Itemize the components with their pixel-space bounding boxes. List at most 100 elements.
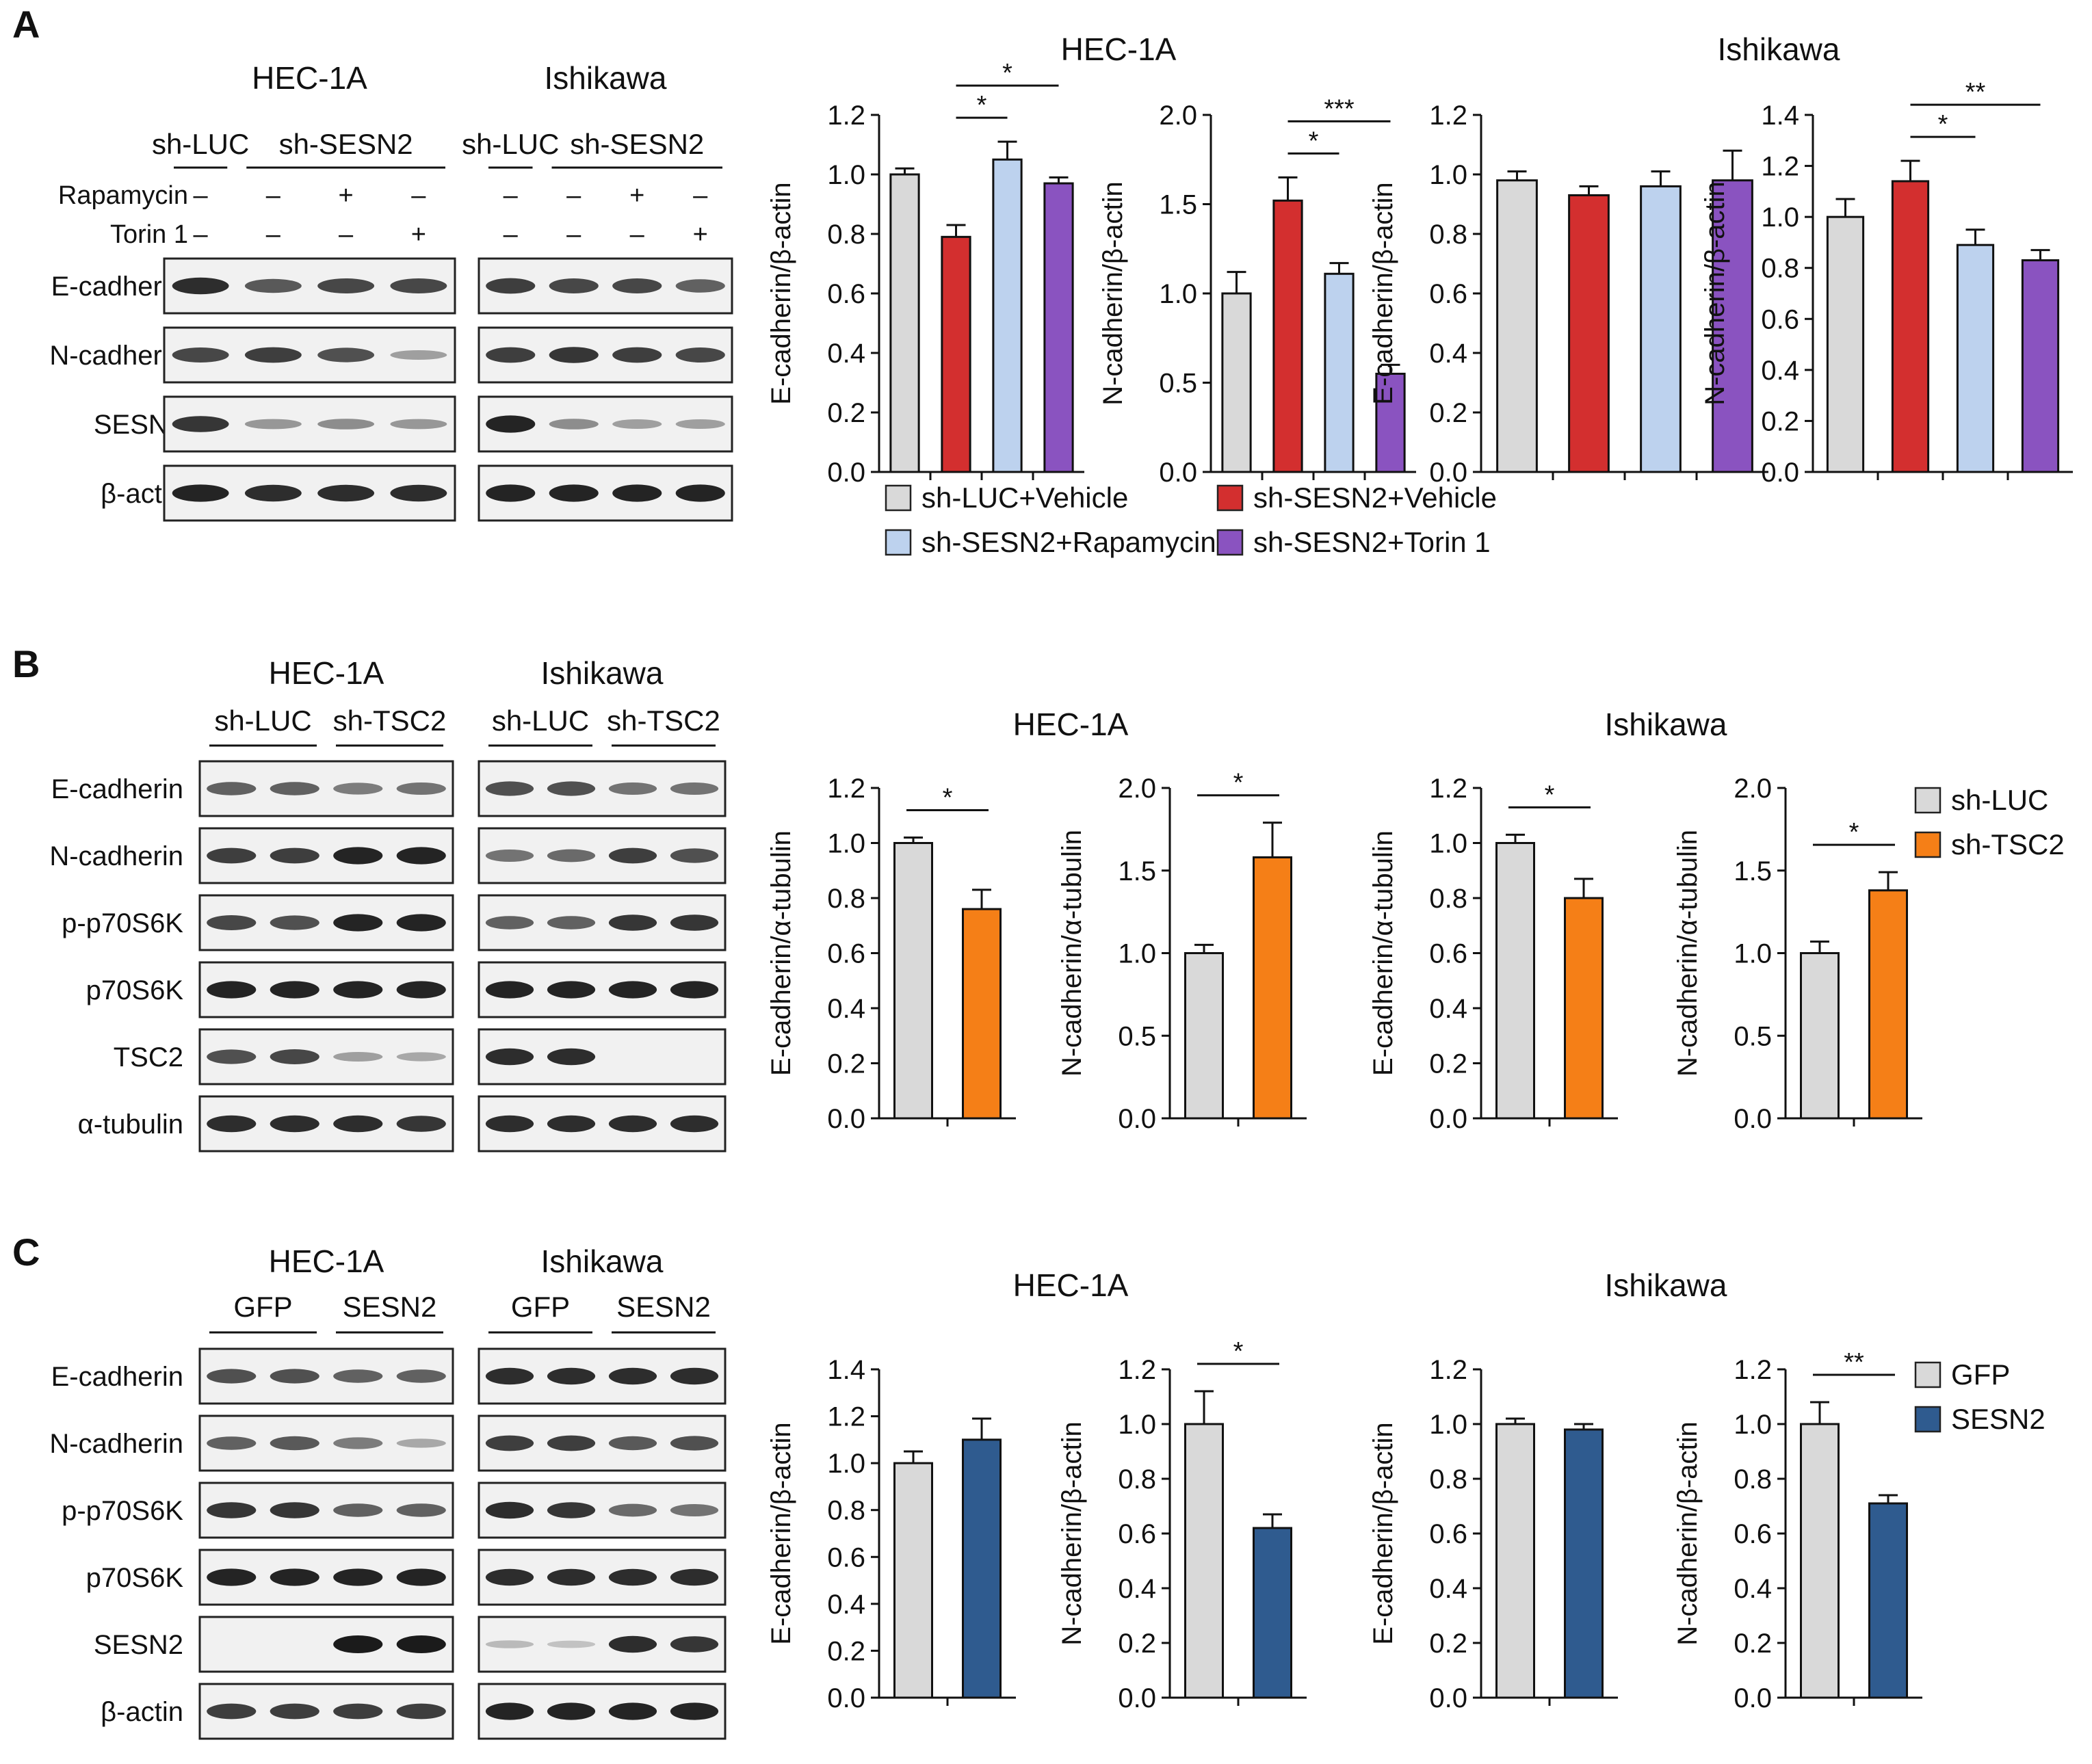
- bar: [1564, 1428, 1604, 1699]
- bar: [1496, 179, 1538, 473]
- bar: [1800, 952, 1840, 1120]
- bar-chart: 0.0 0.2 0.4 0.6 0.8 1.0 1.2 E-cadherin/α-tubuli…: [766, 774, 1016, 1134]
- western-band: [333, 1115, 383, 1133]
- western-band: [486, 484, 536, 502]
- western-band: [396, 1369, 446, 1383]
- bar: [1568, 194, 1610, 473]
- y-tick-label: 0.0: [1429, 1104, 1467, 1134]
- western-band: [547, 916, 596, 930]
- treatment-label: Torin 1: [110, 220, 188, 249]
- blot-group-label: sh-LUC: [214, 705, 311, 737]
- western-band: [270, 1703, 319, 1720]
- y-axis-label: N-cadherin/β-actin: [1057, 1421, 1087, 1646]
- western-band: [547, 1435, 596, 1451]
- y-tick-label: 1.5: [1118, 856, 1156, 886]
- western-band: [485, 1048, 534, 1066]
- significance-label: *: [1849, 818, 1859, 847]
- western-band: [333, 1369, 383, 1383]
- blot-row-label: N-cadherin: [49, 341, 183, 371]
- bar: [1184, 1423, 1224, 1699]
- western-band: [390, 350, 447, 360]
- treatment-mark: –: [504, 181, 519, 210]
- western-band: [608, 1436, 657, 1451]
- treatment-mark: –: [266, 181, 281, 210]
- bar-chart: 0.0 0.2 0.4 0.6 0.8 1.0 1.2 E-cadherin/β-actin *…: [766, 59, 1084, 488]
- y-tick-label: 0.0: [1429, 458, 1467, 488]
- treatment-mark: +: [339, 181, 354, 210]
- treatment-mark: –: [411, 181, 426, 210]
- y-tick-label: 1.0: [1429, 829, 1467, 859]
- y-tick-label: 1.0: [827, 829, 865, 859]
- western-band: [207, 782, 257, 795]
- treatment-mark: –: [504, 220, 519, 249]
- western-band: [670, 848, 719, 863]
- chart-title: HEC-1A: [1061, 31, 1177, 67]
- y-tick-label: 1.2: [827, 101, 865, 131]
- y-tick-label: 0.0: [1118, 1683, 1156, 1713]
- significance-label: *: [1233, 769, 1244, 798]
- legend-swatch: [1914, 1361, 1941, 1388]
- western-band: [333, 1635, 383, 1653]
- bar: [1712, 179, 1753, 473]
- western-band: [396, 1052, 446, 1062]
- y-tick-label: 0.2: [1734, 1629, 1772, 1659]
- western-band: [270, 981, 319, 999]
- western-band: [172, 484, 229, 502]
- y-tick-label: 1.2: [827, 774, 865, 804]
- bar: [1826, 215, 1865, 473]
- y-tick-label: 1.4: [827, 1355, 865, 1385]
- western-band: [207, 1369, 257, 1384]
- y-tick-label: 0.8: [1429, 884, 1467, 914]
- bar-chart: 0.0 0.5 1.0 1.5 2.0 N-cadherin/α-tubulin *: [1673, 774, 1922, 1134]
- western-band: [670, 1568, 719, 1586]
- y-tick-label: 0.8: [1118, 1464, 1156, 1495]
- western-band: [390, 278, 447, 293]
- western-band: [485, 1702, 534, 1720]
- western-band: [485, 981, 534, 999]
- bar: [1221, 292, 1252, 473]
- significance-label: **: [1965, 78, 1986, 107]
- bar: [962, 1438, 1002, 1699]
- y-tick-label: 0.8: [1761, 254, 1799, 284]
- western-band: [549, 484, 599, 502]
- y-tick-label: 1.0: [827, 160, 865, 190]
- y-tick-label: 0.5: [1159, 369, 1197, 399]
- western-band: [608, 782, 657, 795]
- bar: [893, 842, 933, 1120]
- chart-title: Ishikawa: [1605, 1267, 1727, 1303]
- y-tick-label: 1.2: [1761, 152, 1799, 182]
- western-band: [207, 1049, 257, 1064]
- blot-row-label: E-cadherin: [51, 774, 183, 804]
- western-band: [608, 1115, 657, 1133]
- blot-row-label: N-cadherin: [49, 1429, 183, 1459]
- y-tick-label: 0.2: [1118, 1629, 1156, 1659]
- blot-group-label: sh-SESN2: [279, 128, 413, 160]
- western-band: [390, 484, 447, 502]
- bar: [1956, 243, 1995, 473]
- western-band: [675, 484, 725, 502]
- western-band: [396, 782, 446, 795]
- western-band: [612, 484, 662, 502]
- y-tick-label: 0.6: [1734, 1519, 1772, 1549]
- y-tick-label: 1.5: [1734, 856, 1772, 886]
- western-band: [608, 1702, 657, 1720]
- bar-chart: 0.0 0.2 0.4 0.6 0.8 1.0 1.2 N-cadherin/β-actin *…: [1673, 1348, 1922, 1713]
- blot-row-label: p70S6K: [86, 975, 184, 1005]
- western-band: [670, 1504, 719, 1516]
- y-tick-label: 0.2: [1429, 1049, 1467, 1079]
- significance-label: *: [943, 783, 953, 812]
- legend-swatch: [1914, 831, 1941, 858]
- y-tick-label: 2.0: [1159, 101, 1197, 131]
- y-tick-label: 1.0: [1429, 160, 1467, 190]
- panel-letter-b: B: [12, 642, 40, 685]
- y-tick-label: 0.4: [827, 994, 865, 1024]
- blot-row-label: α-tubulin: [78, 1109, 183, 1140]
- y-tick-label: 1.0: [1159, 279, 1197, 309]
- bar: [962, 908, 1002, 1120]
- western-band: [608, 1503, 657, 1517]
- panel-letter-a: A: [12, 3, 40, 46]
- western-band: [547, 981, 596, 999]
- blot-group-label: sh-LUC: [152, 128, 249, 160]
- western-band: [207, 915, 257, 930]
